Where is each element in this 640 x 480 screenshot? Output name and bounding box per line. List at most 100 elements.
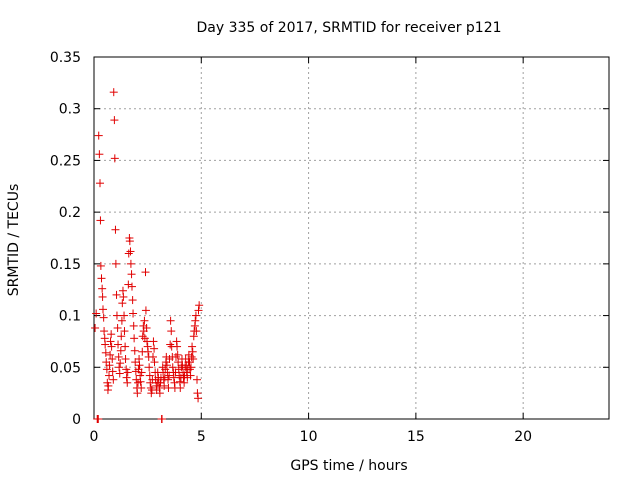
data-point bbox=[99, 305, 108, 314]
data-point bbox=[183, 373, 192, 382]
data-point bbox=[92, 309, 101, 318]
data-point bbox=[138, 332, 147, 341]
data-point bbox=[140, 316, 149, 325]
data-point bbox=[160, 373, 169, 382]
x-tick-label: 5 bbox=[197, 429, 206, 445]
data-point bbox=[101, 340, 110, 349]
data-point bbox=[101, 348, 110, 357]
data-point bbox=[109, 88, 118, 97]
data-point bbox=[149, 337, 158, 346]
y-tick-label: 0.2 bbox=[59, 205, 81, 221]
plot-frame bbox=[93, 56, 610, 420]
y-tick-label: 0.1 bbox=[59, 309, 81, 325]
data-point bbox=[110, 154, 119, 163]
axis-ticks bbox=[93, 56, 609, 420]
data-point bbox=[189, 355, 198, 364]
data-point bbox=[188, 342, 197, 351]
data-point bbox=[98, 292, 107, 301]
data-point bbox=[108, 355, 117, 364]
data-point bbox=[94, 131, 103, 140]
data-point bbox=[107, 330, 116, 339]
x-axis-label: GPS time / hours bbox=[290, 458, 407, 474]
data-point bbox=[150, 358, 159, 367]
data-point bbox=[180, 378, 189, 387]
data-point bbox=[91, 323, 100, 332]
data-point bbox=[145, 363, 154, 372]
x-tick-labels: 0 5 10 15 20 bbox=[90, 429, 533, 445]
data-point bbox=[193, 375, 201, 384]
data-point bbox=[111, 259, 120, 268]
data-point bbox=[127, 270, 136, 279]
y-tick-label: 0.15 bbox=[50, 257, 81, 273]
x-tick-label: 0 bbox=[90, 429, 99, 445]
data-point bbox=[130, 334, 139, 343]
data-point bbox=[136, 377, 145, 386]
data-point bbox=[115, 363, 124, 372]
data-point bbox=[133, 389, 142, 398]
data-point bbox=[166, 340, 175, 349]
data-point bbox=[119, 292, 128, 301]
data-point bbox=[129, 309, 138, 318]
chart-title: Day 335 of 2017, SRMTID for receiver p12… bbox=[196, 20, 501, 36]
data-point bbox=[99, 313, 108, 322]
data-point bbox=[137, 383, 146, 392]
data-point bbox=[95, 150, 104, 159]
data-point bbox=[112, 311, 121, 320]
data-point bbox=[108, 367, 117, 376]
data-point bbox=[118, 299, 127, 308]
data-point bbox=[188, 347, 197, 356]
data-point bbox=[137, 368, 146, 377]
data-point bbox=[113, 323, 122, 332]
data-point bbox=[129, 321, 138, 330]
data-point bbox=[110, 116, 119, 125]
data-point bbox=[169, 373, 178, 382]
data-point bbox=[173, 350, 182, 359]
data-point bbox=[121, 355, 130, 364]
data-point bbox=[104, 381, 113, 390]
data-point bbox=[97, 274, 106, 283]
data-point bbox=[123, 378, 132, 387]
data-point bbox=[128, 296, 137, 305]
data-point bbox=[144, 347, 153, 356]
x-tick-label: 10 bbox=[300, 429, 318, 445]
y-tick-label: 0 bbox=[72, 412, 81, 428]
data-point bbox=[117, 316, 126, 325]
data-point bbox=[127, 282, 136, 291]
y-tick-labels: 0 0.05 0.1 0.15 0.2 0.25 0.3 0.35 bbox=[50, 50, 81, 428]
data-point bbox=[106, 350, 115, 359]
y-axis-label: SRMTID / TECUs bbox=[6, 184, 22, 297]
data-point bbox=[100, 327, 109, 336]
data-point bbox=[120, 327, 129, 336]
x-tick-label: 15 bbox=[407, 429, 425, 445]
data-point bbox=[160, 381, 169, 390]
data-point bbox=[117, 332, 126, 341]
data-point bbox=[116, 359, 125, 368]
data-point bbox=[96, 216, 105, 225]
data-point bbox=[125, 237, 134, 246]
data-point bbox=[158, 415, 167, 423]
data-point bbox=[126, 259, 135, 268]
data-point bbox=[120, 311, 129, 320]
data-point bbox=[145, 371, 154, 380]
data-point bbox=[124, 280, 133, 289]
data-point bbox=[162, 361, 171, 370]
data-point bbox=[114, 340, 123, 349]
data-point bbox=[194, 306, 203, 315]
data-point bbox=[173, 342, 182, 351]
data-point bbox=[105, 371, 114, 380]
data-point bbox=[186, 371, 195, 380]
y-tick-label: 0.05 bbox=[50, 360, 81, 376]
data-point bbox=[186, 363, 195, 372]
data-point bbox=[96, 179, 105, 188]
data-point bbox=[166, 316, 175, 325]
data-point bbox=[171, 352, 180, 361]
data-point bbox=[126, 247, 135, 256]
data-point bbox=[121, 342, 130, 351]
y-tick-label: 0.25 bbox=[50, 153, 81, 169]
data-point bbox=[130, 346, 139, 355]
data-point bbox=[191, 316, 200, 325]
data-point bbox=[192, 327, 201, 336]
data-point bbox=[150, 344, 159, 353]
data-point bbox=[114, 352, 123, 361]
